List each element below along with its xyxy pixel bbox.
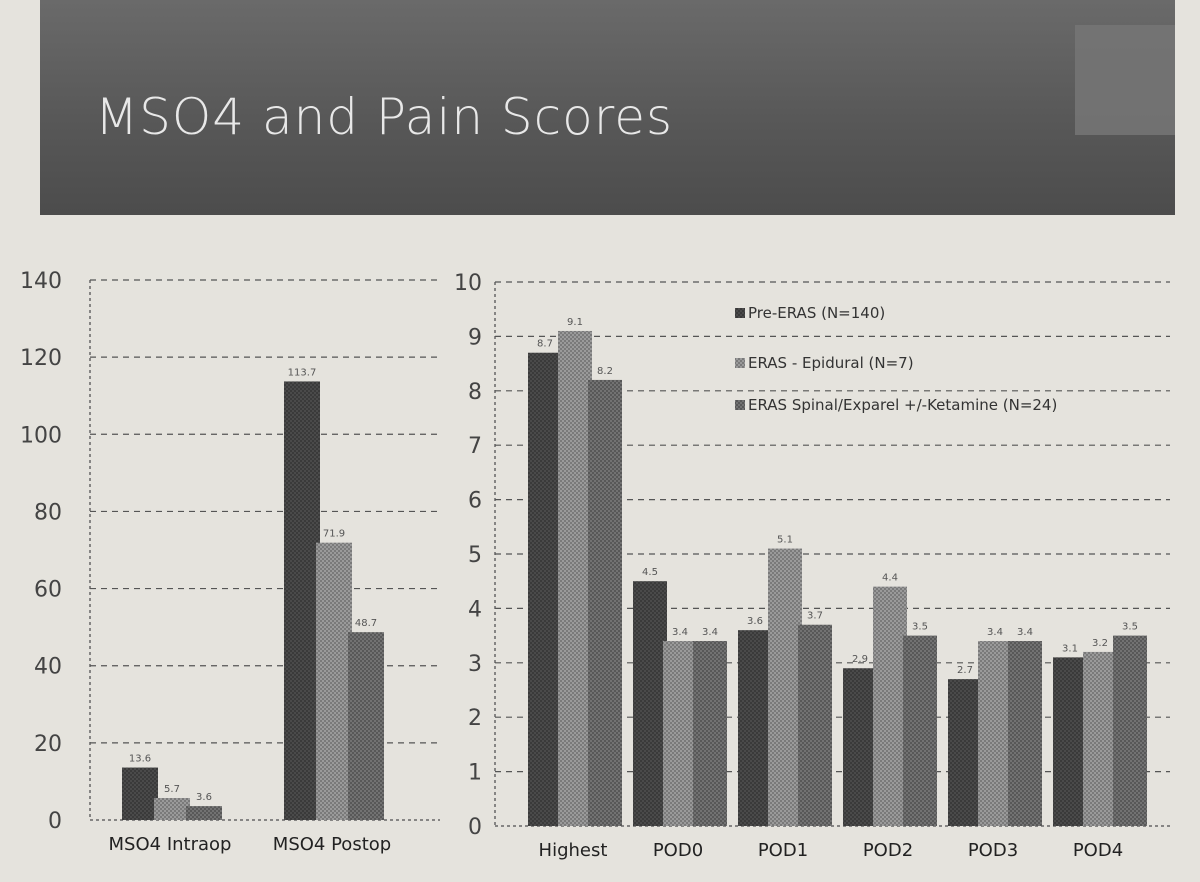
y-tick-label: 0 (468, 815, 482, 840)
y-tick-label: 20 (34, 732, 62, 757)
bar (738, 630, 772, 826)
data-label: 3.2 (1092, 638, 1108, 649)
category-label: Highest (539, 840, 608, 861)
bar (316, 542, 352, 820)
y-tick-label: 7 (468, 434, 482, 459)
category-label: POD1 (758, 840, 808, 861)
bar (186, 806, 222, 820)
bar (348, 632, 384, 820)
bar (873, 586, 907, 826)
slide-title: MSO4 and Pain Scores (95, 88, 674, 146)
pain-scores-chart: 0 1 2 3 4 5 6 7 8 9 10 8.7 9.1 8.2 Highest 4.5 3.4 3.4 POD… (454, 271, 1170, 861)
bar (558, 330, 592, 826)
y-tick-label: 40 (34, 655, 62, 680)
data-label: 71.9 (323, 529, 345, 540)
bar (1083, 651, 1117, 826)
data-label: 5.1 (777, 535, 793, 546)
bar (1053, 657, 1087, 826)
data-label: 8.7 (537, 339, 553, 350)
y-tick-label: 60 (34, 578, 62, 603)
y-tick-label: 1 (468, 761, 482, 786)
bar (122, 767, 158, 820)
legend-swatch (735, 358, 745, 368)
bar (284, 381, 320, 820)
y-tick-label: 80 (34, 500, 62, 525)
data-label: 9.1 (567, 317, 583, 328)
bar (528, 352, 562, 826)
legend-label: Pre-ERAS (N=140) (748, 304, 885, 322)
bar (978, 641, 1012, 826)
y-tick-label: 2 (468, 706, 482, 731)
bar (768, 548, 802, 826)
bar (588, 379, 622, 826)
mso4-chart: 0 20 40 60 80 100 120 140 13.6 5.7 3.6 MSO4 Intraop… (20, 269, 440, 855)
legend-label: ERAS - Epidural (N=7) (748, 354, 914, 372)
data-label: 3.4 (987, 627, 1003, 638)
data-label: 4.5 (642, 567, 658, 578)
bar (693, 641, 727, 826)
y-tick-label: 3 (468, 652, 482, 677)
data-label: 3.4 (1017, 627, 1033, 638)
data-label: 3.4 (672, 627, 688, 638)
data-label: 2.9 (852, 654, 868, 665)
y-tick-label: 100 (20, 423, 62, 448)
legend-swatch (735, 308, 745, 318)
data-label: 113.7 (288, 367, 317, 378)
category-label: MSO4 Intraop (109, 834, 232, 855)
y-tick-label: 120 (20, 346, 62, 371)
y-tick-label: 140 (20, 269, 62, 294)
category-label: POD4 (1073, 840, 1123, 861)
category-label: MSO4 Postop (273, 834, 391, 855)
data-label: 3.6 (747, 616, 763, 627)
data-label: 3.1 (1062, 643, 1078, 654)
bar (948, 679, 982, 826)
legend-label: ERAS Spinal/Exparel +/-Ketamine (N=24) (748, 396, 1057, 414)
data-label: 2.7 (957, 665, 973, 676)
data-label: 3.7 (807, 611, 823, 622)
data-label: 48.7 (355, 618, 377, 629)
y-tick-label: 5 (468, 543, 482, 568)
y-tick-label: 8 (468, 380, 482, 405)
y-tick-label: 0 (48, 809, 62, 834)
banner-accent-square (1075, 25, 1175, 135)
bar (1113, 635, 1147, 826)
title-banner (40, 0, 1175, 215)
data-label: 3.6 (196, 792, 212, 803)
data-label: 4.4 (882, 573, 898, 584)
data-label: 13.6 (129, 754, 151, 765)
bar (843, 668, 877, 826)
category-label: POD2 (863, 840, 913, 861)
bar (633, 581, 667, 826)
category-label: POD3 (968, 840, 1018, 861)
data-label: 8.2 (597, 366, 613, 377)
y-tick-label: 6 (468, 489, 482, 514)
category-label: POD0 (653, 840, 703, 861)
bar (903, 635, 937, 826)
bar (1008, 641, 1042, 826)
data-label: 5.7 (164, 784, 180, 795)
y-tick-label: 10 (454, 271, 482, 296)
y-tick-label: 9 (468, 325, 482, 350)
data-label: 3.5 (1122, 622, 1138, 633)
data-label: 3.5 (912, 622, 928, 633)
bar (798, 624, 832, 826)
bar (154, 798, 190, 820)
bar (663, 641, 697, 826)
legend-swatch (735, 400, 745, 410)
y-tick-label: 4 (468, 597, 482, 622)
data-label: 3.4 (702, 627, 718, 638)
